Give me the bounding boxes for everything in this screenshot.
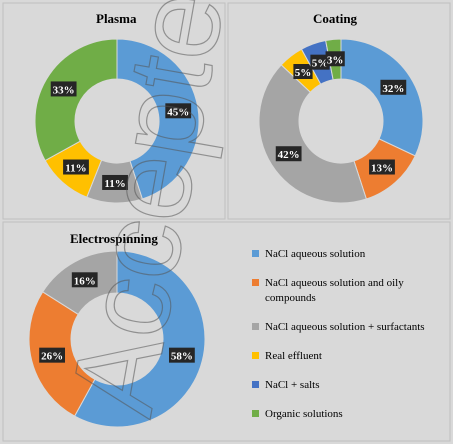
legend-label-5: Organic solutions	[265, 408, 343, 420]
legend-label-1: compounds	[265, 292, 316, 304]
data-label-box-electrospinning-0	[168, 347, 195, 363]
chart-title-plasma: Plasma	[96, 11, 137, 26]
legend: NaCl aqueous solution NaCl aqueous soluti…	[252, 248, 425, 420]
donut-slice-plasma-0	[116, 38, 200, 200]
data-label-box-coating-1	[369, 159, 395, 175]
legend-label-4: NaCl + salts	[265, 379, 319, 391]
data-label-box-electrospinning-1	[39, 347, 66, 363]
data-label-plasma-3: 33%	[53, 84, 75, 96]
data-label-coating-5: 3%	[327, 54, 344, 66]
data-label-electrospinning-2: 16%	[74, 275, 96, 287]
legend-swatch-5	[252, 410, 259, 417]
data-label-coating-1: 13%	[371, 163, 393, 175]
legend-swatch-4	[252, 381, 259, 388]
data-label-box-coating-3	[293, 64, 313, 80]
legend-label-0: NaCl aqueous solution	[265, 248, 366, 260]
data-label-plasma-2: 11%	[65, 163, 86, 175]
donut-slice-plasma-3	[34, 38, 118, 162]
legend-label-3: Real effluent	[265, 350, 322, 362]
data-label-box-plasma-3	[50, 81, 77, 97]
donut-slice-electrospinning-0	[73, 250, 206, 428]
data-label-plasma-1: 11%	[104, 178, 125, 190]
legend-label-1: NaCl aqueous solution and oily	[265, 277, 404, 289]
donut-slice-coating-0	[340, 38, 424, 157]
legend-swatch-1	[252, 279, 259, 286]
legend-swatch-2	[252, 323, 259, 330]
data-label-coating-2: 42%	[278, 149, 300, 161]
chart-title-electrospinning: Electrospinning	[70, 231, 158, 246]
data-label-box-plasma-2	[63, 159, 89, 175]
data-label-box-plasma-0	[165, 103, 192, 119]
data-label-electrospinning-0: 58%	[171, 351, 193, 363]
legend-swatch-0	[252, 250, 259, 257]
legend-swatch-3	[252, 352, 259, 359]
donut-coating: 32%13%42%5%5%3%	[258, 38, 424, 204]
data-label-plasma-0: 45%	[167, 106, 189, 118]
data-label-box-electrospinning-2	[71, 272, 98, 288]
data-label-coating-4: 5%	[312, 58, 329, 70]
donut-slice-coating-2	[258, 64, 367, 204]
data-label-box-coating-2	[275, 146, 302, 162]
data-label-coating-0: 32%	[382, 83, 404, 95]
data-label-electrospinning-1: 26%	[41, 351, 63, 363]
donut-plasma: 45% 11% 11% 33%	[34, 38, 200, 204]
legend-label-2: NaCl aqueous solution + surfactants	[265, 321, 425, 333]
data-label-box-coating-4	[310, 54, 330, 70]
data-label-box-plasma-1	[102, 174, 128, 190]
data-label-coating-3: 5%	[295, 67, 312, 79]
donut-electrospinning: 58% 26% 16%	[28, 250, 206, 428]
data-label-box-coating-5	[325, 51, 345, 67]
chart-title-coating: Coating	[313, 11, 358, 26]
data-label-box-coating-0	[380, 79, 407, 95]
